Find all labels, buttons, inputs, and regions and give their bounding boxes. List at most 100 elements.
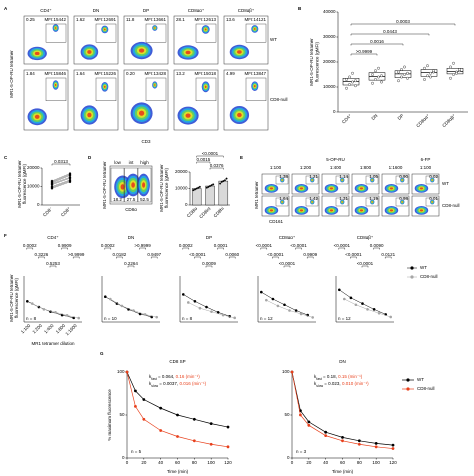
cell-density bbox=[431, 201, 433, 203]
p-value: 0.0002 bbox=[23, 243, 37, 248]
dilution-label: 1:100 bbox=[270, 165, 282, 170]
data-point bbox=[406, 71, 409, 75]
dilution-label: 1:100 bbox=[420, 165, 432, 170]
data-point bbox=[260, 290, 263, 294]
data-point bbox=[371, 73, 374, 76]
cell-density bbox=[359, 187, 364, 190]
x-tick-label: 0 bbox=[291, 460, 294, 465]
cell-density bbox=[359, 209, 364, 212]
gate-mfi: MFI:15442 bbox=[44, 17, 66, 22]
data-point bbox=[276, 304, 280, 308]
p-value: <0.0001 bbox=[334, 243, 351, 248]
p-value: >0.9999 bbox=[68, 252, 85, 257]
annotation-part: k bbox=[314, 381, 317, 386]
y-tick-label: 100 bbox=[117, 369, 125, 374]
x-tick-label: CD8lo bbox=[186, 206, 199, 219]
x-tick-label: CD4⁺ bbox=[341, 113, 353, 125]
x-axis-label: CD3 bbox=[141, 139, 150, 144]
cell-density bbox=[341, 179, 343, 181]
data-point bbox=[345, 86, 348, 90]
significance-bracket bbox=[73, 256, 80, 259]
group-label: 6-FP bbox=[421, 157, 431, 162]
data-point bbox=[324, 434, 328, 438]
n-label: n = 10 bbox=[104, 316, 117, 321]
data-point bbox=[115, 302, 119, 305]
p-value: 0.0003 bbox=[396, 19, 410, 24]
data-point bbox=[294, 309, 298, 312]
y-tick-label: 100 bbox=[282, 369, 290, 374]
gate bbox=[45, 23, 67, 43]
annotation: kslow = 0.023, 0.010 (min⁻¹) bbox=[314, 381, 369, 388]
data-point bbox=[138, 312, 142, 316]
cell-density bbox=[371, 201, 373, 203]
cell-density bbox=[87, 50, 92, 54]
cell-density bbox=[204, 85, 207, 89]
panel-label: B bbox=[298, 6, 302, 11]
data-point bbox=[400, 68, 403, 71]
subplot-title: DN bbox=[339, 359, 346, 364]
cell-density bbox=[389, 187, 394, 190]
data-point bbox=[307, 423, 311, 427]
cell-density bbox=[419, 187, 424, 190]
legend-label: WT bbox=[417, 377, 424, 382]
gate-percent: 1.38 bbox=[279, 174, 288, 179]
p-value: 0.9909 bbox=[303, 252, 317, 257]
pair-line bbox=[51, 174, 71, 183]
data-point bbox=[142, 398, 146, 401]
x-tick-label: CD8αα⁺ bbox=[415, 113, 431, 129]
p-value: <0.0001 bbox=[290, 243, 307, 248]
annotation-part: fast bbox=[316, 377, 322, 381]
data-point bbox=[406, 76, 409, 80]
data-point bbox=[198, 185, 201, 188]
x-tick-label: 1:1600 bbox=[64, 323, 78, 337]
gate-name: low bbox=[114, 160, 122, 165]
data-point bbox=[132, 309, 135, 312]
significance-bracket bbox=[373, 247, 380, 250]
gate-percent: 1.64 bbox=[76, 71, 85, 76]
panel-label: F bbox=[4, 233, 7, 238]
x-tick-label: 80 bbox=[357, 460, 363, 465]
column-header: CD4⁺ bbox=[40, 8, 52, 13]
p-value: <0.0001 bbox=[202, 151, 219, 156]
legend-marker bbox=[406, 378, 410, 382]
cell-density bbox=[281, 179, 283, 181]
p-value: 0.0376 bbox=[210, 163, 224, 168]
p-value: 0.0313 bbox=[54, 159, 68, 164]
data-point bbox=[400, 75, 403, 79]
x-tick-label: 120 bbox=[224, 460, 232, 465]
legend-label: WT bbox=[420, 265, 427, 270]
annotation-part: = 0.18, bbox=[322, 374, 338, 379]
p-value: 0.0009 bbox=[202, 261, 216, 266]
data-point bbox=[226, 445, 230, 449]
cell-density bbox=[371, 179, 373, 181]
y-axis-label: MR1-5-OP-RU tetramer bbox=[159, 164, 164, 212]
data-point bbox=[357, 439, 361, 443]
data-point bbox=[192, 417, 196, 421]
data-point bbox=[389, 315, 393, 319]
series-line bbox=[339, 289, 386, 315]
panel-label: C bbox=[4, 155, 8, 160]
panel-label: E bbox=[240, 155, 243, 160]
cell-density bbox=[138, 110, 145, 116]
row-label: WT bbox=[270, 37, 277, 42]
y-tick-label: 0 bbox=[122, 455, 125, 460]
gate bbox=[275, 175, 289, 185]
legend-label: CD8-null bbox=[417, 386, 435, 391]
data-point bbox=[357, 442, 361, 446]
gate-percent: 1.19 bbox=[369, 196, 378, 201]
significance-bracket bbox=[350, 53, 378, 56]
gate-mfi: MFI:13661 bbox=[144, 17, 166, 22]
data-point bbox=[391, 447, 395, 450]
significance-bracket bbox=[104, 247, 111, 250]
significance-bracket bbox=[361, 265, 369, 268]
row-label: WT bbox=[442, 181, 449, 186]
significance-bracket bbox=[350, 23, 456, 26]
subplot-title: CD8 SP bbox=[169, 359, 185, 364]
significance-bracket bbox=[205, 265, 213, 268]
cell-density bbox=[54, 27, 57, 29]
data-point bbox=[120, 304, 124, 308]
gate bbox=[95, 77, 117, 101]
data-point bbox=[77, 316, 80, 320]
series-line bbox=[183, 294, 230, 317]
